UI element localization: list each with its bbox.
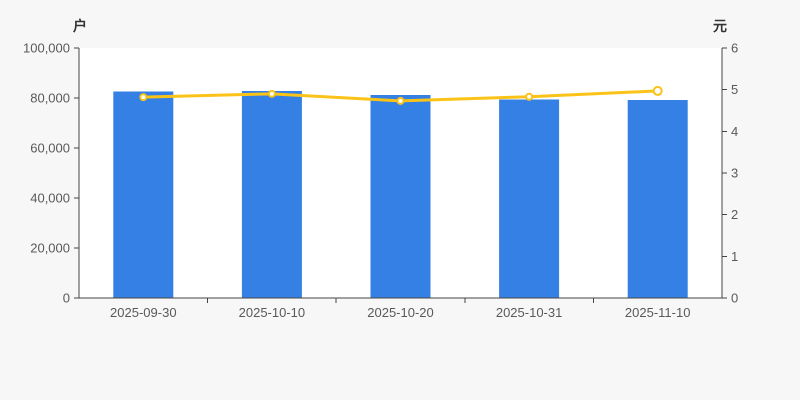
line-marker[interactable] <box>396 96 405 105</box>
line-marker[interactable] <box>139 93 148 102</box>
line-marker[interactable] <box>525 92 534 101</box>
y-axis-label-left: 40,000 <box>30 191 70 206</box>
line-marker[interactable] <box>267 89 276 98</box>
y-axis-label-right: 2 <box>731 207 738 222</box>
bar[interactable] <box>370 95 431 298</box>
y-axis-label-right: 4 <box>731 124 738 139</box>
bar[interactable] <box>113 91 174 299</box>
y-axis-label-right: 1 <box>731 249 738 264</box>
x-axis-label: 2025-10-20 <box>367 305 434 320</box>
bar[interactable] <box>627 100 688 298</box>
x-axis-label: 2025-10-31 <box>496 305 563 320</box>
y-axis-label-right: 5 <box>731 82 738 97</box>
y-axis-label-left: 60,000 <box>30 141 70 156</box>
y-axis-label-left: 0 <box>63 291 70 306</box>
line-marker[interactable] <box>652 85 663 96</box>
y-axis-label-left: 80,000 <box>30 91 70 106</box>
x-axis-label: 2025-11-10 <box>625 305 691 320</box>
bar[interactable] <box>499 99 560 299</box>
x-axis-label: 2025-09-30 <box>110 305 177 320</box>
bar[interactable] <box>241 91 302 298</box>
y-axis-label-right: 3 <box>731 166 738 181</box>
y-axis-label-right: 6 <box>731 41 738 56</box>
x-axis-label: 2025-10-10 <box>239 305 306 320</box>
y-axis-label-left: 20,000 <box>30 241 70 256</box>
y-axis-label-left: 100,000 <box>23 41 70 56</box>
left-axis-title: 户 <box>73 18 87 34</box>
right-axis-title: 元 <box>713 18 727 34</box>
y-axis-label-right: 0 <box>731 291 738 306</box>
